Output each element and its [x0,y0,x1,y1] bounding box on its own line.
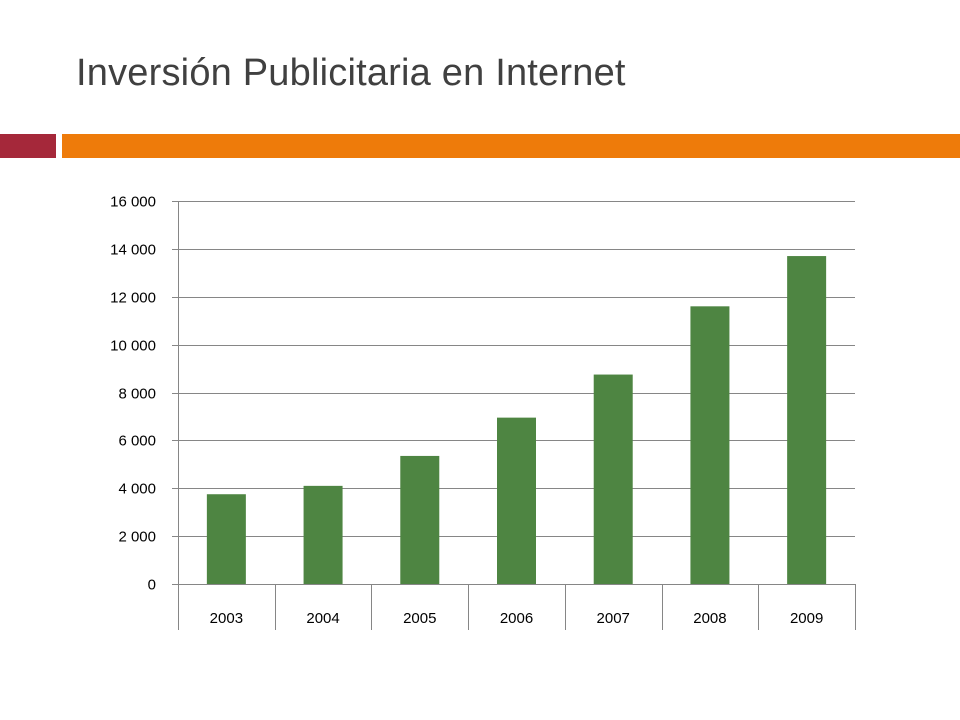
x-tick-label: 2008 [693,610,726,627]
x-tick-label: 2005 [403,610,436,627]
bar-2007 [593,374,633,584]
y-tick-label: 8 000 [118,386,156,403]
x-tick-label: 2004 [306,610,339,627]
x-tick-label: 2007 [597,610,630,627]
x-tick-label: 2009 [790,610,823,627]
slide-title: Inversión Publicitaria en Internet [76,52,626,94]
y-tick-label: 14 000 [110,242,156,259]
y-tick-label: 2 000 [118,529,156,546]
bar-2009 [787,256,827,584]
axes [172,201,856,630]
y-tick-label: 4 000 [118,481,156,498]
y-tick-label: 6 000 [118,433,156,450]
x-tick-labels: 2003 2004 2005 2006 2007 2008 2009 [210,610,824,627]
accent-bar-orange [62,134,960,158]
y-tick-label: 0 [148,577,156,594]
accent-bar-red [0,134,56,158]
bar-2006 [497,417,536,584]
bar-2005 [400,455,440,584]
x-tick-label: 2003 [210,610,243,627]
y-tick-label: 10 000 [110,338,156,355]
x-tick-label: 2006 [500,610,533,627]
gridlines [178,201,855,537]
bar-2008 [690,306,730,584]
bar-2004 [303,485,343,584]
y-tick-labels: 0 2 000 4 000 6 000 8 000 10 000 12 000 14 000 1… [110,194,156,594]
bars [206,256,827,584]
y-tick-label: 16 000 [110,194,156,211]
y-tick-label: 12 000 [110,290,156,307]
bar-2003 [206,494,246,584]
